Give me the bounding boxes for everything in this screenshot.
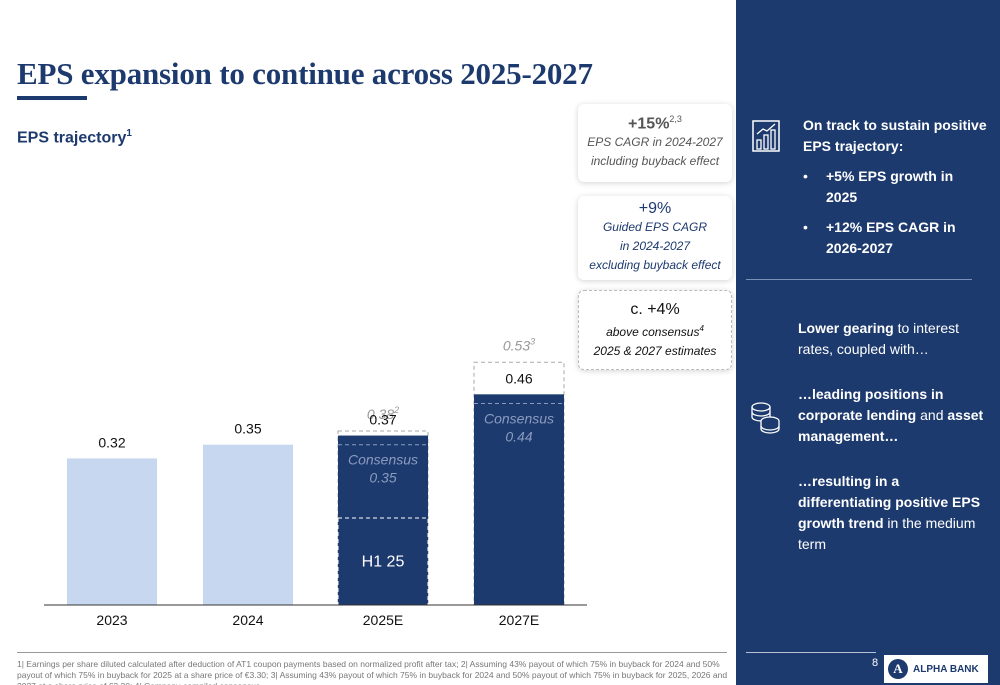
bar-value-label: 0.37 (369, 412, 396, 428)
footnote: 1| Earnings per share diluted calculated… (17, 659, 728, 685)
logo-text: ALPHA BANK (913, 663, 979, 675)
title-underline (17, 96, 87, 100)
side-paragraph-leading: …leading positions in corporate lending … (798, 386, 984, 444)
consensus-label: Consensus (484, 410, 554, 426)
side-bullet: +12% EPS CAGR in 2026-2027 (803, 217, 973, 259)
consensus-value: 0.35 (369, 470, 396, 486)
bar-value-label: 0.46 (505, 370, 532, 386)
bar (474, 394, 564, 605)
alpha-bank-logo: A ALPHA BANK (884, 655, 988, 683)
card1-line2: including buyback effect (590, 154, 720, 169)
bar-value-label: 0.35 (234, 421, 261, 437)
card2-line3: excluding buyback effect (589, 258, 721, 272)
side-paragraph-gearing: Lower gearing to interest rates, coupled… (798, 320, 960, 357)
bar-chart-growth-icon (752, 120, 780, 152)
card2-line1: Guided EPS CAGR (602, 220, 708, 234)
side-bullet: +5% EPS growth in 2025 (803, 166, 973, 208)
x-tick-label: 2024 (232, 612, 263, 628)
bar-value-label: 0.32 (98, 434, 125, 450)
cagr-buyback-card: +15%2,3 EPS CAGR in 2024-2027 including … (578, 104, 732, 182)
card3-value: c. +4% (630, 301, 680, 318)
card1-line1: EPS CAGR in 2024-2027 (587, 135, 723, 150)
consensus-value: 0.44 (505, 428, 532, 444)
h1-label: H1 25 (362, 553, 405, 570)
card1-value: +15% (628, 115, 670, 133)
card3-line1: above consensus (606, 325, 700, 339)
card2-line2: in 2024-2027 (619, 239, 691, 253)
footer-divider (746, 652, 876, 653)
side-divider (746, 279, 972, 280)
side-panel: On track to sustain positive EPS traject… (736, 0, 1000, 685)
above-consensus-card: c. +4% above consensus4 2025 & 2027 esti… (578, 290, 732, 370)
buyback-value-label: 0.382 (367, 405, 399, 422)
page-number: 8 (872, 657, 879, 669)
footnote-divider (17, 652, 727, 653)
bar (203, 444, 293, 605)
side-heading: On track to sustain positive EPS traject… (803, 117, 987, 154)
eps-bar-chart: 0.382 0.533 0.32 2023 0.35 2024 0.37 2025E 0.46 2… (44, 336, 587, 628)
x-tick-label: 2023 (96, 612, 127, 628)
chart-svg: 0.382 0.533 0.32 2023 0.35 2024 0.37 2025E 0.46 2… (44, 336, 587, 628)
buyback-value-label: 0.533 (503, 336, 535, 353)
x-tick-label: 2025E (363, 612, 403, 628)
bar (338, 435, 428, 605)
chart-subtitle: EPS trajectory1 (17, 128, 132, 147)
h1-portion-box (337, 517, 429, 606)
page-title: EPS expansion to continue across 2025-20… (17, 56, 593, 91)
coins-stack-icon (751, 402, 780, 434)
card2-value: +9% (638, 200, 672, 217)
bar (67, 458, 157, 605)
card3-line2: 2025 & 2027 estimates (593, 344, 717, 358)
alpha-logo-icon: A (888, 659, 908, 679)
x-tick-label: 2027E (499, 612, 539, 628)
consensus-label: Consensus (348, 452, 418, 468)
side-paragraph-result: …resulting in a differentiating positive… (798, 473, 981, 552)
side-bullet-list: +5% EPS growth in 2025 +12% EPS CAGR in … (803, 166, 973, 268)
guided-cagr-card: +9% Guided EPS CAGR in 2024-2027 excludi… (578, 196, 732, 280)
